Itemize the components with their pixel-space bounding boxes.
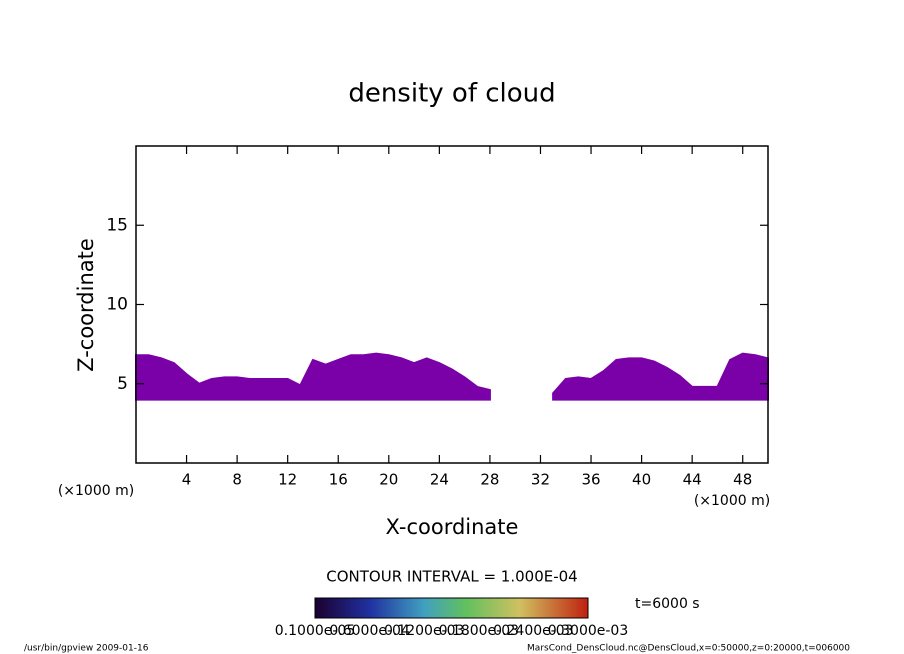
x-tick-label: 16 (329, 471, 348, 489)
colorbar-label: 0.1800e-03 (439, 623, 519, 639)
colorbar (314, 597, 589, 619)
x-tick-label: 4 (182, 471, 192, 489)
x-tick-label: 12 (278, 471, 297, 489)
plot-area (135, 352, 769, 401)
x-tick-label: 8 (232, 471, 242, 489)
x-unit: (×1000 m) (694, 493, 770, 509)
colorbar-label: 0.3000e-03 (548, 623, 628, 639)
colorbar-label: 0.6000e-04 (329, 623, 410, 639)
x-tick-label: 28 (480, 471, 499, 489)
chart-title: density of cloud (348, 79, 555, 109)
y-tick-label: 5 (117, 374, 128, 394)
x-tick-label: 36 (581, 471, 600, 489)
y-axis-label: Z-coordinate (74, 238, 98, 372)
colorbar-label: 0.2400e-03 (493, 623, 573, 639)
x-axis-label: X-coordinate (386, 515, 519, 539)
colorbar-label: 0.1200e-03 (384, 623, 464, 639)
colorbar-label: 0.1000e-05 (275, 623, 355, 639)
cloud-region (552, 352, 769, 401)
x-tick-label: 32 (531, 471, 550, 489)
x-tick-label: 48 (733, 471, 752, 489)
y-tick-label: 10 (106, 295, 128, 315)
contour-interval: CONTOUR INTERVAL = 1.000E-04 (326, 568, 577, 586)
y-tick-label: 15 (106, 215, 128, 235)
cloud-region (135, 352, 491, 401)
footer-left: /usr/bin/gpview 2009-01-16 (24, 644, 149, 654)
x-tick-label: 44 (683, 471, 702, 489)
time-label: t=6000 s (635, 596, 700, 612)
footer-right: MarsCond_DensCloud.nc@DensCloud,x=0:5000… (527, 644, 850, 654)
y-unit: (×1000 m) (58, 483, 134, 499)
x-tick-label: 24 (430, 471, 449, 489)
frame (135, 145, 769, 464)
x-tick-label: 20 (379, 471, 398, 489)
x-tick-label: 40 (632, 471, 651, 489)
